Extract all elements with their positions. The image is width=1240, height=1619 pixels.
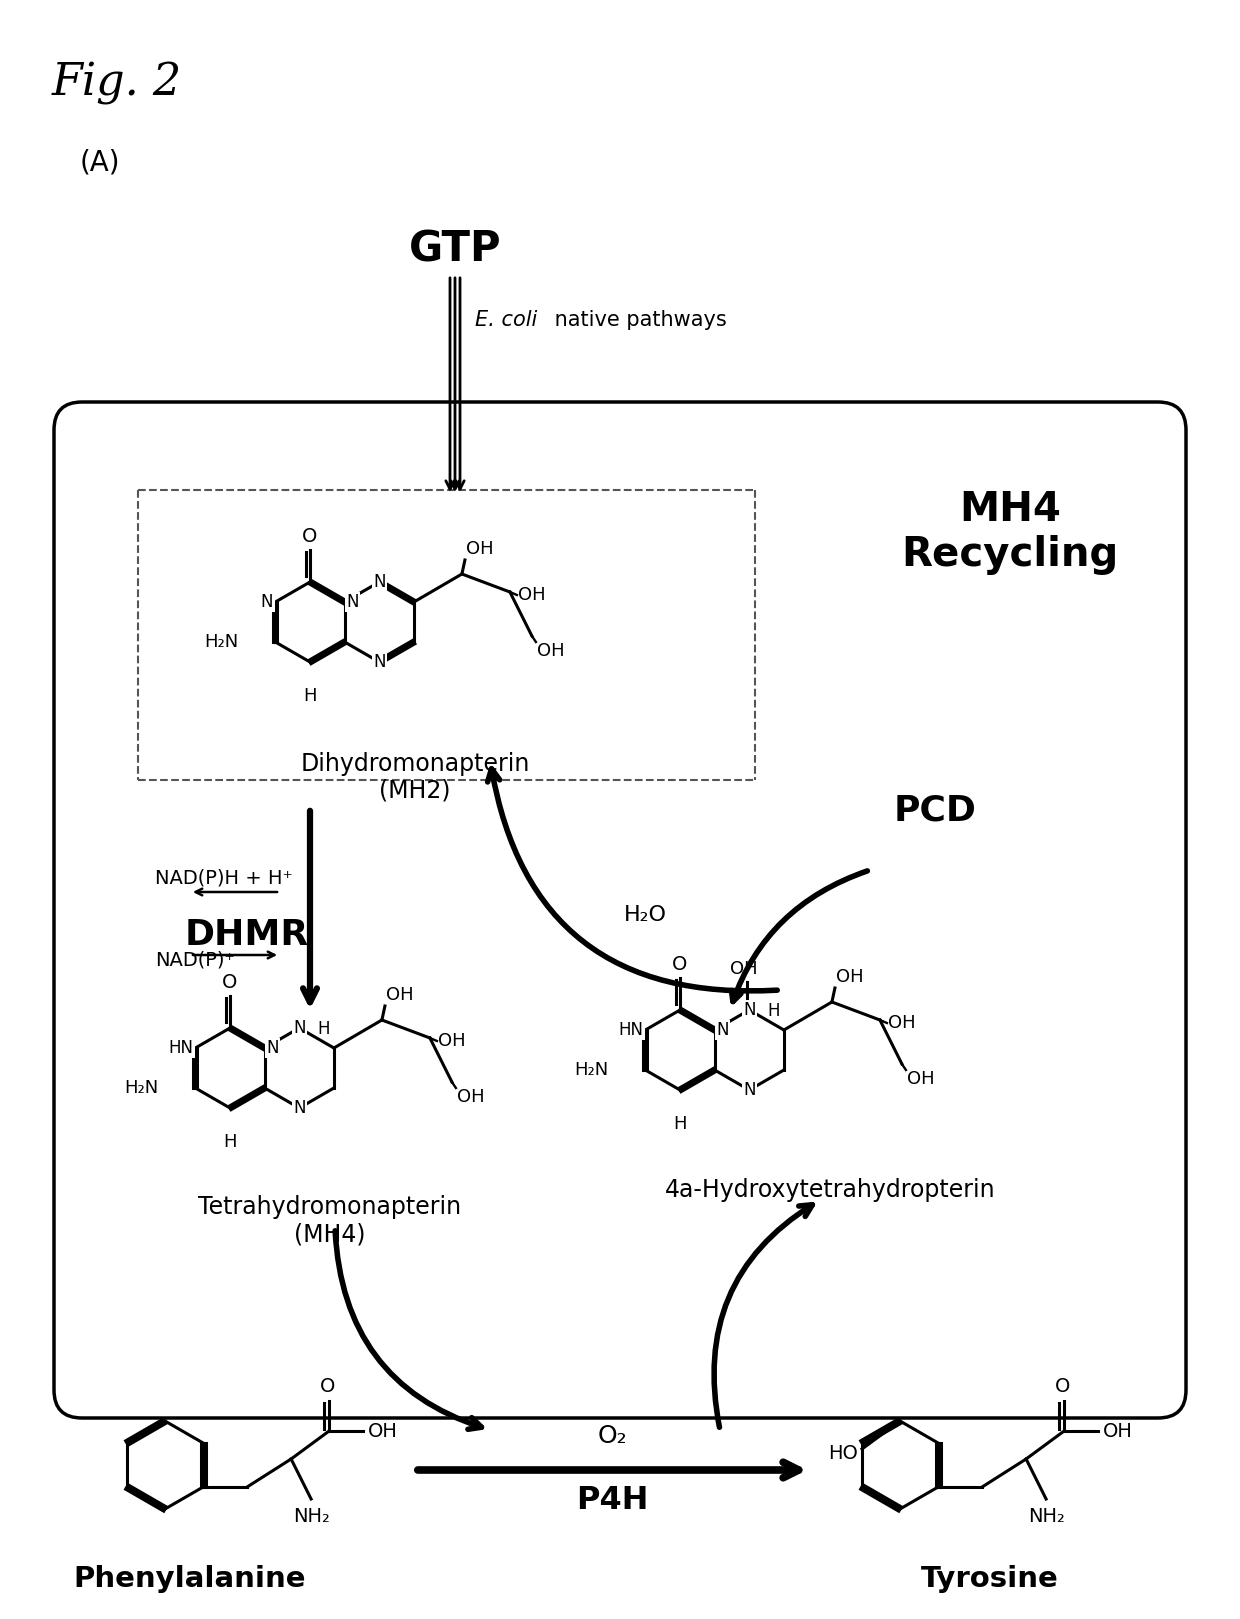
- Text: N: N: [347, 593, 360, 610]
- Text: N: N: [717, 1022, 729, 1039]
- Text: OH: OH: [1104, 1421, 1133, 1441]
- Text: HN: HN: [169, 1039, 193, 1057]
- Text: O: O: [320, 1378, 335, 1396]
- Text: 4a-Hydroxytetrahydropterin: 4a-Hydroxytetrahydropterin: [665, 1179, 996, 1201]
- Text: OH: OH: [537, 643, 564, 661]
- Text: N: N: [293, 1018, 305, 1038]
- Text: N: N: [631, 1022, 644, 1039]
- Text: N: N: [267, 1039, 279, 1057]
- Text: OH: OH: [518, 586, 546, 604]
- Text: OH: OH: [466, 541, 494, 559]
- Text: (MH2): (MH2): [379, 779, 451, 801]
- Text: H: H: [223, 1133, 237, 1151]
- FancyArrowPatch shape: [732, 871, 867, 1002]
- Text: Phenylalanine: Phenylalanine: [73, 1566, 306, 1593]
- Text: OH: OH: [836, 968, 863, 986]
- Text: P4H: P4H: [575, 1485, 649, 1515]
- Text: GTP: GTP: [409, 228, 501, 270]
- Text: H: H: [304, 686, 316, 704]
- Text: OH: OH: [888, 1013, 915, 1031]
- Text: N: N: [181, 1039, 193, 1057]
- Text: H₂N: H₂N: [574, 1060, 609, 1078]
- Text: DHMR: DHMR: [185, 918, 309, 952]
- Text: NH₂: NH₂: [1028, 1507, 1065, 1527]
- Text: Tetrahydromonapterin: Tetrahydromonapterin: [198, 1195, 461, 1219]
- Text: OH: OH: [438, 1031, 465, 1051]
- Text: H: H: [768, 1002, 780, 1020]
- Text: N: N: [260, 593, 273, 610]
- Text: HO: HO: [828, 1444, 858, 1462]
- Text: NH₂: NH₂: [293, 1507, 330, 1527]
- Text: H₂N: H₂N: [124, 1078, 159, 1098]
- Text: OH: OH: [906, 1070, 935, 1088]
- Text: NAD(P)H + H⁺: NAD(P)H + H⁺: [155, 868, 293, 887]
- Text: N: N: [743, 1081, 755, 1099]
- Text: Recycling: Recycling: [901, 534, 1118, 575]
- Text: OH: OH: [730, 960, 758, 978]
- Text: Tyrosine: Tyrosine: [921, 1566, 1059, 1593]
- Text: E. coli: E. coli: [475, 309, 537, 330]
- Text: HN: HN: [619, 1022, 644, 1039]
- FancyArrowPatch shape: [714, 1205, 812, 1428]
- Text: H: H: [673, 1115, 687, 1133]
- FancyArrowPatch shape: [335, 1230, 481, 1430]
- Text: N: N: [743, 1001, 755, 1018]
- Text: O: O: [672, 955, 688, 975]
- Text: H₂O: H₂O: [624, 905, 667, 924]
- FancyArrowPatch shape: [487, 769, 777, 991]
- Text: NAD(P)⁺: NAD(P)⁺: [155, 950, 234, 970]
- Text: native pathways: native pathways: [548, 309, 727, 330]
- Text: O: O: [303, 528, 317, 546]
- Text: OH: OH: [456, 1088, 485, 1106]
- Text: O: O: [1054, 1378, 1070, 1396]
- Text: Fig. 2: Fig. 2: [52, 62, 182, 105]
- Text: MH4: MH4: [959, 491, 1061, 529]
- Text: O₂: O₂: [598, 1425, 626, 1447]
- Text: (A): (A): [81, 147, 120, 176]
- FancyBboxPatch shape: [55, 402, 1185, 1418]
- Text: O: O: [222, 973, 238, 992]
- Text: OH: OH: [368, 1421, 398, 1441]
- Text: (MH4): (MH4): [294, 1222, 366, 1247]
- Text: N: N: [293, 1099, 305, 1117]
- Text: OH: OH: [386, 986, 414, 1004]
- Text: N: N: [373, 573, 386, 591]
- Text: H₂N: H₂N: [205, 633, 238, 651]
- Text: Dihydromonapterin: Dihydromonapterin: [300, 751, 529, 776]
- Text: N: N: [373, 652, 386, 670]
- Text: H: H: [317, 1020, 330, 1038]
- Text: PCD: PCD: [894, 793, 976, 827]
